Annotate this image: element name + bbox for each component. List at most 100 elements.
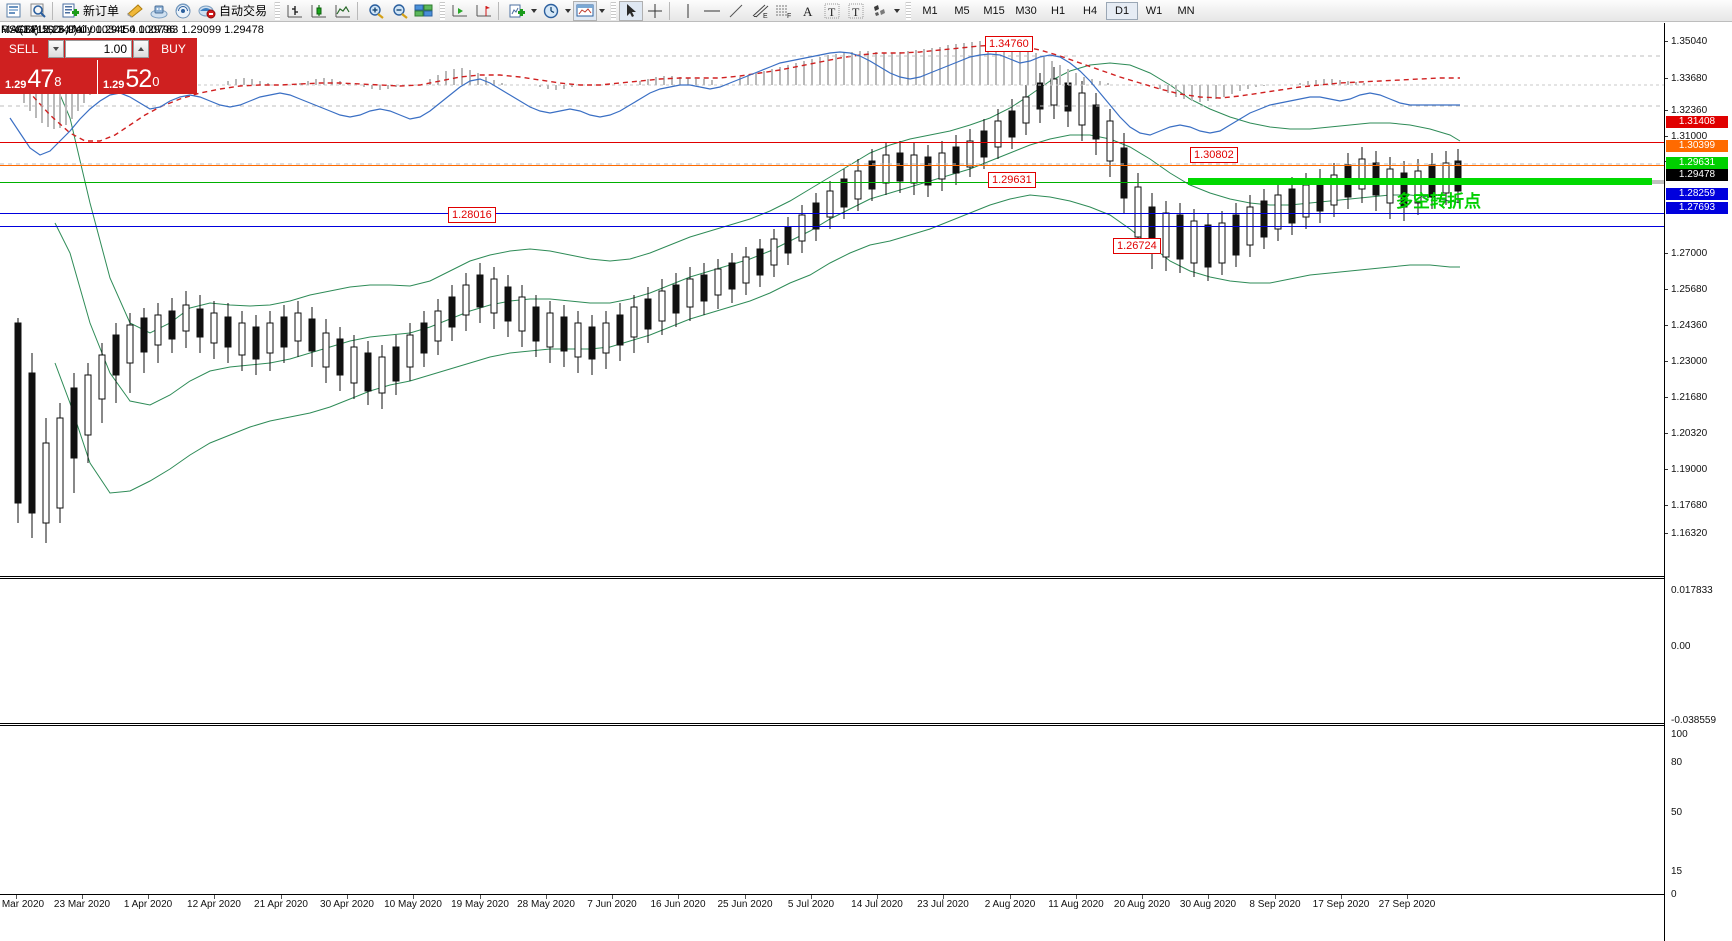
time-tick xyxy=(281,895,282,899)
annotation-pivot-text[interactable]: 多空转折点 xyxy=(1396,192,1481,212)
price-tick: 1.21680 xyxy=(1665,392,1732,403)
volume-stepper[interactable]: 1.00 xyxy=(47,38,150,60)
periods-icon[interactable] xyxy=(539,1,563,21)
shapes-dropdown-icon[interactable] xyxy=(892,2,902,20)
equidistant-channel-icon[interactable]: E xyxy=(748,1,772,21)
cursor-icon[interactable] xyxy=(619,0,644,21)
bar-chart-icon[interactable] xyxy=(283,1,307,21)
signals-icon[interactable] xyxy=(171,1,195,21)
price-tick: 1.31000 xyxy=(1665,131,1732,142)
annotation-134760[interactable]: 1.34760 xyxy=(985,36,1033,52)
shapes-icon[interactable] xyxy=(868,1,892,21)
zoom-in-icon[interactable] xyxy=(364,1,388,21)
auto-scroll-icon[interactable] xyxy=(448,1,472,21)
volume-increment-button[interactable] xyxy=(133,40,149,58)
buy-label[interactable]: BUY xyxy=(150,38,197,60)
text-icon[interactable]: A xyxy=(796,1,820,21)
support-line-128259[interactable] xyxy=(0,213,1664,214)
svg-text:T: T xyxy=(828,5,836,19)
annotation-126724[interactable]: 1.26724 xyxy=(1113,238,1161,254)
date-label: 30 Apr 2020 xyxy=(320,899,374,910)
collapse-arrow-icon[interactable] xyxy=(3,27,11,32)
svg-text:A: A xyxy=(803,4,813,19)
indicators-dropdown-icon[interactable] xyxy=(529,2,539,20)
price-box-pivot-129631[interactable]: 1.29631 xyxy=(1666,157,1728,169)
sell-price-button[interactable]: 1.29 47 8 xyxy=(0,60,98,94)
timeframe-h1[interactable]: H1 xyxy=(1051,4,1066,17)
time-scale[interactable]: 13 Mar 2020 23 Mar 2020 1 Apr 2020 12 Ap… xyxy=(0,894,1664,941)
support-line-127693[interactable] xyxy=(0,226,1664,227)
templates-dropdown-icon[interactable] xyxy=(597,2,607,20)
new-chart-icon[interactable] xyxy=(2,1,26,21)
line-chart-icon[interactable] xyxy=(331,1,355,21)
price-box-support-128259[interactable]: 1.28259 xyxy=(1666,188,1728,200)
timeframe-m5[interactable]: M5 xyxy=(954,4,970,17)
rsi-pane[interactable]: RSI(14) 50.3474 xyxy=(0,23,1664,190)
text-label-icon[interactable]: T xyxy=(820,1,844,21)
timeframe-m1[interactable]: M1 xyxy=(922,4,938,17)
vertical-line-icon[interactable] xyxy=(676,1,700,21)
resistance-line-131408[interactable] xyxy=(0,142,1664,143)
periods-dropdown-icon[interactable] xyxy=(563,2,573,20)
date-label: 7 Jun 2020 xyxy=(587,899,637,910)
price-box-last-129478[interactable]: 1.29478 xyxy=(1666,169,1728,181)
metaeditor-icon[interactable] xyxy=(123,1,147,21)
toolbar-grip-4[interactable] xyxy=(905,1,912,20)
timeframe-mn[interactable]: MN xyxy=(1177,4,1195,17)
price-box-resistance-130399[interactable]: 1.30399 xyxy=(1666,140,1728,152)
date-label: 27 Sep 2020 xyxy=(1378,899,1436,910)
pane-separator-2[interactable] xyxy=(0,723,1664,726)
autotrading-icon[interactable] xyxy=(195,1,219,21)
indicators-icon[interactable] xyxy=(505,1,529,21)
timeframe-d1[interactable]: D1 xyxy=(1106,1,1139,20)
fibonacci-retracement-icon[interactable]: F xyxy=(772,1,796,21)
pane-separator-1[interactable] xyxy=(0,576,1664,579)
toolbar-grip-3[interactable] xyxy=(610,1,617,20)
buy-price-button[interactable]: 1.29 52 0 xyxy=(98,60,197,94)
one-click-trading-panel[interactable]: SELL 1.00 BUY 1.29 47 8 1.29 52 0 xyxy=(0,38,197,94)
tile-windows-icon[interactable] xyxy=(412,1,436,21)
toolbar-grip-2[interactable] xyxy=(439,1,446,20)
expert-advisors-icon[interactable] xyxy=(147,1,171,21)
time-tick xyxy=(1142,895,1143,899)
crosshair-icon[interactable] xyxy=(643,1,667,21)
text-label2-icon[interactable]: T xyxy=(844,1,868,21)
autotrading-label[interactable]: 自动交易 xyxy=(219,4,268,18)
toolbar-grip-1[interactable] xyxy=(274,1,281,20)
annotation-130802[interactable]: 1.30802 xyxy=(1190,147,1238,163)
timeframe-h4[interactable]: H4 xyxy=(1083,4,1098,17)
timeframe-w1[interactable]: W1 xyxy=(1145,4,1163,17)
time-tick xyxy=(413,895,414,899)
volume-input[interactable]: 1.00 xyxy=(65,40,132,58)
macd-pane[interactable]: MACD(12,26,9) 0.000341 0.000796 xyxy=(0,23,1664,169)
horizontal-line-icon[interactable] xyxy=(700,1,724,21)
price-tick: 1.25680 xyxy=(1665,284,1732,295)
candlestick-chart-icon[interactable] xyxy=(307,1,331,21)
templates-icon[interactable] xyxy=(573,0,598,21)
volume-decrement-button[interactable] xyxy=(48,40,64,58)
time-tick xyxy=(678,895,679,899)
macd-tick-min: -0.038559 xyxy=(1671,715,1717,726)
sell-label[interactable]: SELL xyxy=(0,38,47,60)
timeframe-m30[interactable]: M30 xyxy=(1015,4,1037,17)
resistance-line-130399[interactable] xyxy=(0,165,1664,166)
annotation-128016[interactable]: 1.28016 xyxy=(448,207,496,223)
pivot-zone-highlight[interactable] xyxy=(1188,178,1652,185)
price-box-support-127693[interactable]: 1.27693 xyxy=(1666,202,1728,214)
support-line-129631[interactable] xyxy=(0,182,1664,183)
price-pane[interactable]: 1.34760 1.30802 1.29631 1.28016 1.26724 … xyxy=(0,23,1664,579)
zoom-out-icon[interactable] xyxy=(388,1,412,21)
chart-canvas[interactable]: 1.34760 1.30802 1.29631 1.28016 1.26724 … xyxy=(0,23,1732,941)
date-label: 14 Jul 2020 xyxy=(851,899,903,910)
chart-shift-icon[interactable] xyxy=(472,1,496,21)
annotation-129631[interactable]: 1.29631 xyxy=(988,172,1036,188)
price-scale[interactable]: 1.35040 1.33680 1.32360 1.31000 1.27000 … xyxy=(1664,23,1732,941)
rsi-tick-100: 100 xyxy=(1671,729,1688,740)
time-tick xyxy=(546,895,547,899)
new-order-icon[interactable] xyxy=(59,1,83,21)
new-order-label[interactable]: 新订单 xyxy=(83,4,120,18)
price-box-resistance-131408[interactable]: 1.31408 xyxy=(1666,116,1728,128)
timeframe-m15[interactable]: M15 xyxy=(983,4,1005,17)
find-symbol-icon[interactable] xyxy=(26,1,50,21)
trendline-icon[interactable] xyxy=(724,1,748,21)
